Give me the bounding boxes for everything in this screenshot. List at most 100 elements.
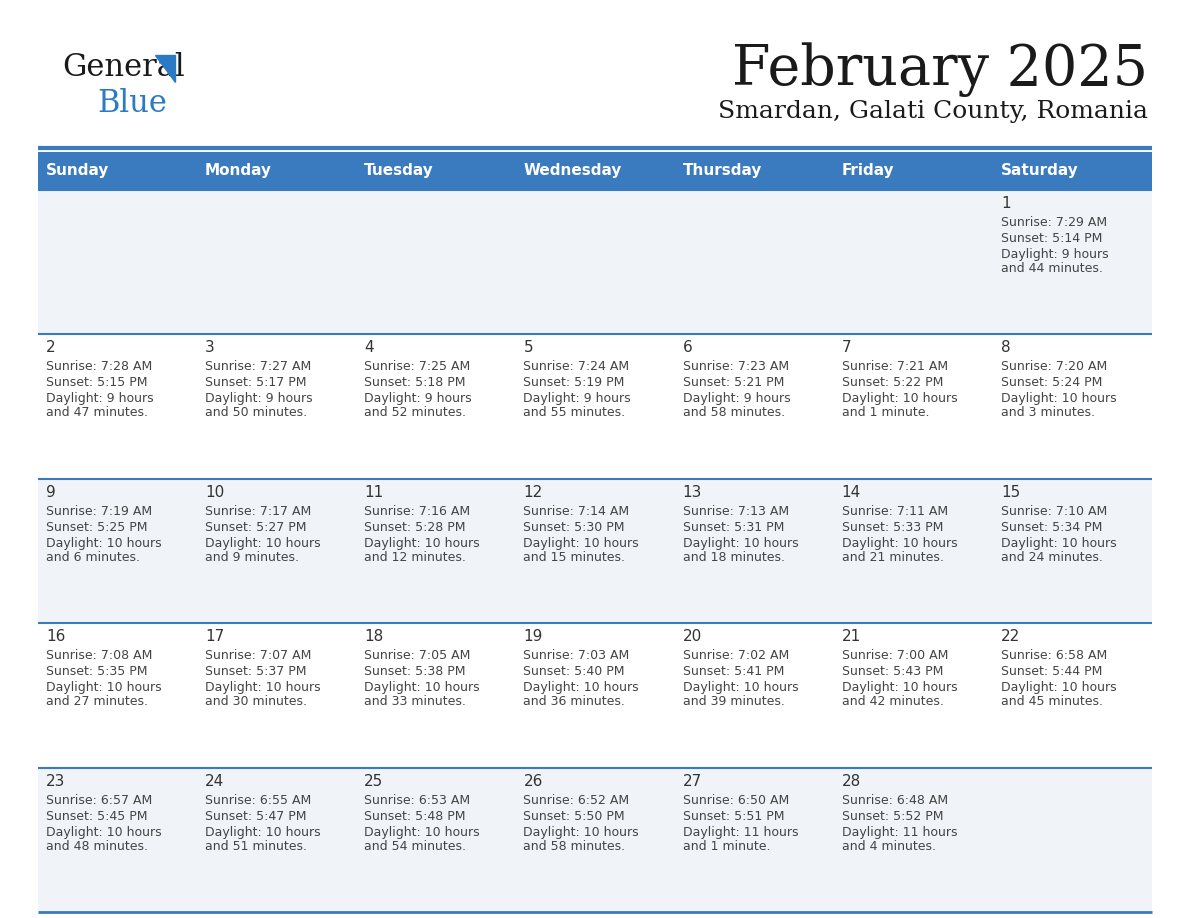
- Text: Sunset: 5:44 PM: Sunset: 5:44 PM: [1000, 666, 1102, 678]
- Text: Daylight: 10 hours: Daylight: 10 hours: [206, 537, 321, 550]
- Text: Sunset: 5:38 PM: Sunset: 5:38 PM: [365, 666, 466, 678]
- Text: and 1 minute.: and 1 minute.: [841, 407, 929, 420]
- Text: 16: 16: [46, 629, 65, 644]
- Text: Sunrise: 7:10 AM: Sunrise: 7:10 AM: [1000, 505, 1107, 518]
- Text: 12: 12: [524, 485, 543, 499]
- Bar: [516, 152, 675, 190]
- Text: 19: 19: [524, 629, 543, 644]
- Text: Daylight: 10 hours: Daylight: 10 hours: [683, 681, 798, 694]
- Text: Daylight: 11 hours: Daylight: 11 hours: [841, 825, 958, 839]
- Bar: [834, 152, 993, 190]
- Text: 28: 28: [841, 774, 861, 789]
- Text: and 24 minutes.: and 24 minutes.: [1000, 551, 1102, 564]
- Text: and 4 minutes.: and 4 minutes.: [841, 840, 936, 853]
- Text: and 21 minutes.: and 21 minutes.: [841, 551, 943, 564]
- Text: Sunrise: 7:17 AM: Sunrise: 7:17 AM: [206, 505, 311, 518]
- Text: Sunset: 5:45 PM: Sunset: 5:45 PM: [46, 810, 147, 823]
- Bar: [675, 152, 834, 190]
- Text: Daylight: 10 hours: Daylight: 10 hours: [524, 825, 639, 839]
- Text: 11: 11: [365, 485, 384, 499]
- Text: Sunrise: 7:03 AM: Sunrise: 7:03 AM: [524, 649, 630, 662]
- Bar: [38, 152, 197, 190]
- Text: Sunset: 5:24 PM: Sunset: 5:24 PM: [1000, 376, 1102, 389]
- Text: 3: 3: [206, 341, 215, 355]
- Text: Sunrise: 7:20 AM: Sunrise: 7:20 AM: [1000, 361, 1107, 374]
- Text: Sunset: 5:17 PM: Sunset: 5:17 PM: [206, 376, 307, 389]
- Text: Daylight: 10 hours: Daylight: 10 hours: [524, 681, 639, 694]
- Text: and 9 minutes.: and 9 minutes.: [206, 551, 299, 564]
- Text: 18: 18: [365, 629, 384, 644]
- Text: Sunset: 5:40 PM: Sunset: 5:40 PM: [524, 666, 625, 678]
- Text: and 36 minutes.: and 36 minutes.: [524, 695, 625, 708]
- Text: Sunset: 5:47 PM: Sunset: 5:47 PM: [206, 810, 307, 823]
- Text: Sunrise: 7:02 AM: Sunrise: 7:02 AM: [683, 649, 789, 662]
- Text: Sunset: 5:52 PM: Sunset: 5:52 PM: [841, 810, 943, 823]
- Text: 26: 26: [524, 774, 543, 789]
- Text: 14: 14: [841, 485, 861, 499]
- Text: Daylight: 10 hours: Daylight: 10 hours: [1000, 681, 1117, 694]
- Text: Sunday: Sunday: [46, 163, 109, 178]
- Text: 15: 15: [1000, 485, 1020, 499]
- Text: Sunset: 5:14 PM: Sunset: 5:14 PM: [1000, 232, 1102, 245]
- Text: Daylight: 10 hours: Daylight: 10 hours: [524, 537, 639, 550]
- Text: 13: 13: [683, 485, 702, 499]
- Text: Sunset: 5:51 PM: Sunset: 5:51 PM: [683, 810, 784, 823]
- Text: Sunrise: 7:13 AM: Sunrise: 7:13 AM: [683, 505, 789, 518]
- Bar: [38, 334, 1152, 479]
- Text: 1: 1: [1000, 196, 1011, 211]
- Text: Daylight: 10 hours: Daylight: 10 hours: [841, 681, 958, 694]
- Text: 2: 2: [46, 341, 56, 355]
- Text: Sunrise: 7:05 AM: Sunrise: 7:05 AM: [365, 649, 470, 662]
- Text: Sunrise: 6:57 AM: Sunrise: 6:57 AM: [46, 793, 152, 807]
- Text: and 47 minutes.: and 47 minutes.: [46, 407, 148, 420]
- Text: Sunset: 5:30 PM: Sunset: 5:30 PM: [524, 521, 625, 533]
- Text: and 52 minutes.: and 52 minutes.: [365, 407, 466, 420]
- Bar: [38, 767, 1152, 912]
- Text: and 58 minutes.: and 58 minutes.: [683, 407, 784, 420]
- Bar: [38, 479, 1152, 623]
- Text: and 42 minutes.: and 42 minutes.: [841, 695, 943, 708]
- Text: and 3 minutes.: and 3 minutes.: [1000, 407, 1095, 420]
- Text: Daylight: 11 hours: Daylight: 11 hours: [683, 825, 798, 839]
- Text: Monday: Monday: [206, 163, 272, 178]
- Bar: [993, 152, 1152, 190]
- Text: Sunset: 5:34 PM: Sunset: 5:34 PM: [1000, 521, 1102, 533]
- Text: Sunset: 5:22 PM: Sunset: 5:22 PM: [841, 376, 943, 389]
- Text: Sunrise: 6:52 AM: Sunrise: 6:52 AM: [524, 793, 630, 807]
- Text: 23: 23: [46, 774, 65, 789]
- Text: February 2025: February 2025: [732, 42, 1148, 96]
- Text: Sunset: 5:41 PM: Sunset: 5:41 PM: [683, 666, 784, 678]
- Text: Sunset: 5:27 PM: Sunset: 5:27 PM: [206, 521, 307, 533]
- Text: Sunrise: 7:25 AM: Sunrise: 7:25 AM: [365, 361, 470, 374]
- Text: Daylight: 9 hours: Daylight: 9 hours: [524, 392, 631, 406]
- Text: Sunset: 5:15 PM: Sunset: 5:15 PM: [46, 376, 147, 389]
- Text: 5: 5: [524, 341, 533, 355]
- Text: 17: 17: [206, 629, 225, 644]
- Text: 22: 22: [1000, 629, 1020, 644]
- Text: 20: 20: [683, 629, 702, 644]
- Text: Daylight: 9 hours: Daylight: 9 hours: [1000, 248, 1108, 261]
- Text: Sunrise: 6:55 AM: Sunrise: 6:55 AM: [206, 793, 311, 807]
- Text: and 33 minutes.: and 33 minutes.: [365, 695, 466, 708]
- Bar: [356, 152, 516, 190]
- Text: and 44 minutes.: and 44 minutes.: [1000, 262, 1102, 275]
- Text: Sunrise: 7:19 AM: Sunrise: 7:19 AM: [46, 505, 152, 518]
- Text: Sunrise: 7:07 AM: Sunrise: 7:07 AM: [206, 649, 311, 662]
- Text: Daylight: 10 hours: Daylight: 10 hours: [46, 681, 162, 694]
- Text: General: General: [62, 52, 184, 83]
- Text: and 15 minutes.: and 15 minutes.: [524, 551, 625, 564]
- Text: Daylight: 10 hours: Daylight: 10 hours: [206, 681, 321, 694]
- Bar: [197, 152, 356, 190]
- Text: Sunrise: 7:23 AM: Sunrise: 7:23 AM: [683, 361, 789, 374]
- Text: Sunrise: 7:27 AM: Sunrise: 7:27 AM: [206, 361, 311, 374]
- Text: Sunset: 5:48 PM: Sunset: 5:48 PM: [365, 810, 466, 823]
- Text: Daylight: 10 hours: Daylight: 10 hours: [365, 825, 480, 839]
- Polygon shape: [154, 55, 175, 82]
- Text: 24: 24: [206, 774, 225, 789]
- Text: Sunrise: 6:58 AM: Sunrise: 6:58 AM: [1000, 649, 1107, 662]
- Text: Daylight: 10 hours: Daylight: 10 hours: [1000, 537, 1117, 550]
- Text: Daylight: 10 hours: Daylight: 10 hours: [365, 681, 480, 694]
- Text: Sunset: 5:21 PM: Sunset: 5:21 PM: [683, 376, 784, 389]
- Text: and 27 minutes.: and 27 minutes.: [46, 695, 148, 708]
- Text: Sunset: 5:25 PM: Sunset: 5:25 PM: [46, 521, 147, 533]
